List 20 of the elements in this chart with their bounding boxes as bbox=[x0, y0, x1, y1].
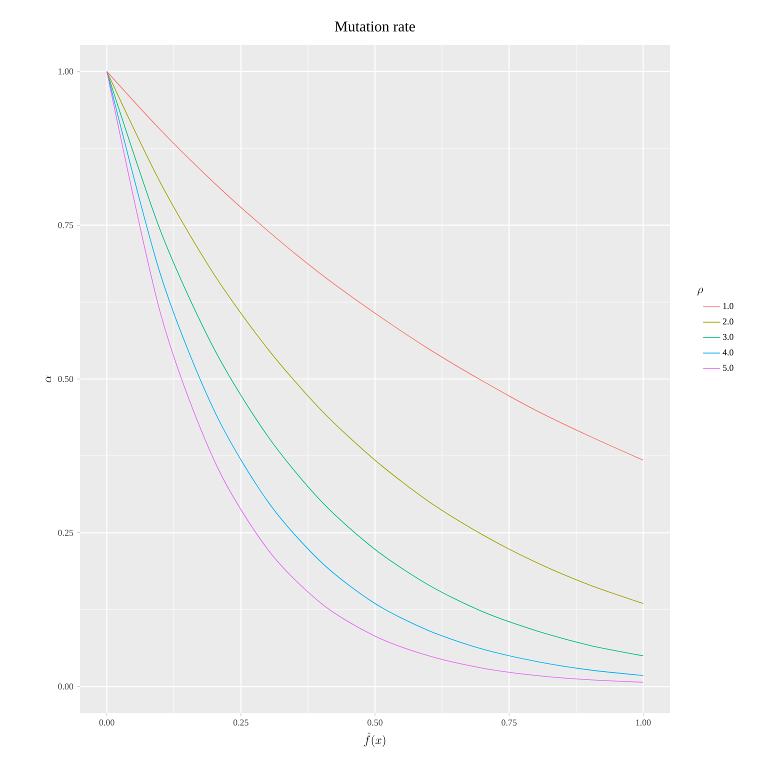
x-axis-title: $\hat{f}(x)$ bbox=[364, 732, 386, 747]
y-axis-title: $\alpha$ bbox=[46, 376, 52, 382]
legend-label: 3.0 bbox=[722, 334, 734, 340]
legend-label: 1.0 bbox=[723, 303, 734, 310]
legend-title: $\rho$ bbox=[697, 288, 703, 296]
line-series bbox=[106, 71, 644, 461]
legend-label: 5.0 bbox=[723, 364, 734, 371]
y-tick-label: 0.75 bbox=[58, 222, 74, 228]
chart-title: Mutation rate bbox=[334, 21, 415, 32]
legend-label: 4.0 bbox=[722, 349, 734, 356]
x-tick-label: 0.50 bbox=[368, 720, 383, 726]
x-tick-label: 0.75 bbox=[502, 720, 517, 726]
legend-label: 2.0 bbox=[722, 318, 734, 325]
y-tick-label: 0.50 bbox=[58, 376, 74, 382]
y-tick-label: 0.00 bbox=[58, 684, 74, 690]
y-tick-label: 0.25 bbox=[58, 530, 74, 536]
x-tick-label: 0.25 bbox=[233, 720, 248, 726]
y-tick-label: 1.00 bbox=[58, 68, 74, 74]
x-tick-label: 1.00 bbox=[636, 720, 651, 726]
x-tick-label: 0.00 bbox=[99, 720, 114, 726]
